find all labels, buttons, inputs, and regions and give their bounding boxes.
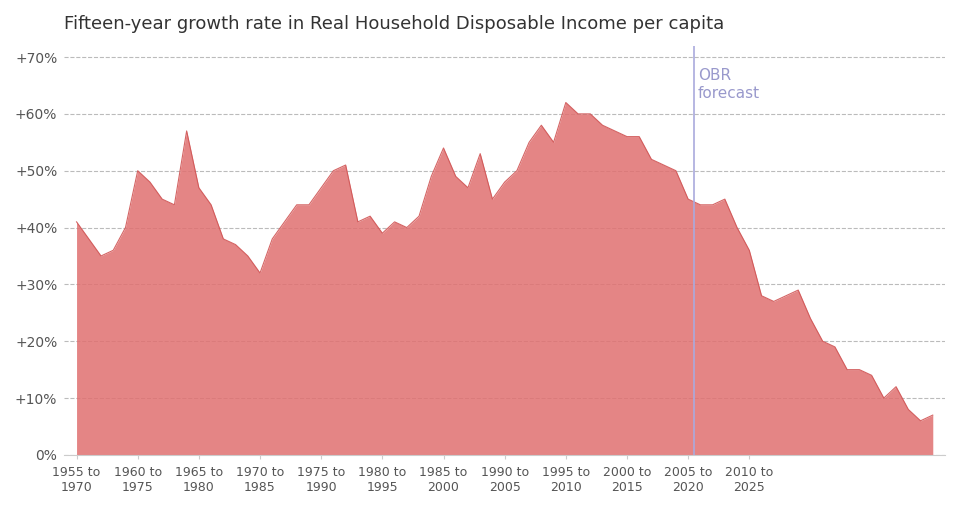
Text: OBR
forecast: OBR forecast [698,68,760,101]
Text: Fifteen-year growth rate in Real Household Disposable Income per capita: Fifteen-year growth rate in Real Househo… [64,15,725,33]
